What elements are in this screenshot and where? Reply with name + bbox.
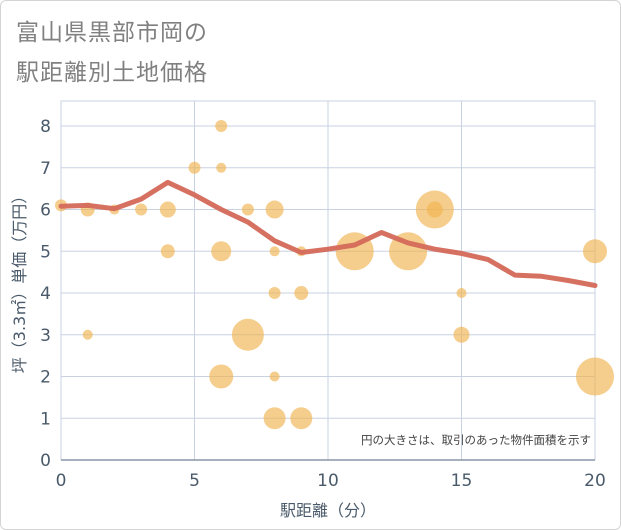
data-bubble — [159, 201, 176, 218]
data-bubble — [135, 203, 148, 216]
data-bubble — [211, 241, 232, 262]
x-tick-label: 5 — [189, 471, 200, 491]
y-tick-label: 3 — [40, 326, 51, 346]
average-price-line — [58, 179, 598, 288]
x-tick-label: 15 — [451, 471, 473, 491]
bubble-size-note: 円の大きさは、取引のあった物件面積を示す — [361, 433, 591, 447]
data-bubble — [456, 288, 467, 299]
y-tick-label: 8 — [40, 117, 51, 137]
data-bubble — [453, 326, 470, 343]
y-tick-label: 0 — [40, 451, 51, 471]
x-tick-label: 0 — [56, 471, 67, 491]
y-tick-label: 7 — [40, 159, 51, 179]
data-bubble — [216, 162, 227, 173]
data-bubble — [160, 244, 175, 259]
y-axis-label: 坪（3.3㎡）単価（万円） — [10, 188, 29, 373]
data-bubble — [269, 371, 280, 382]
data-bubble — [268, 287, 281, 300]
data-bubble — [290, 407, 313, 430]
data-bubble — [188, 161, 201, 174]
data-bubble — [209, 364, 234, 389]
y-tick-label: 5 — [40, 242, 51, 262]
data-bubble — [241, 203, 254, 216]
data-bubble — [576, 357, 614, 396]
data-bubble — [426, 201, 443, 218]
x-tick-label: 20 — [584, 471, 606, 491]
data-bubble — [215, 120, 228, 133]
data-bubble — [263, 407, 286, 430]
x-tick-label: 10 — [317, 471, 339, 491]
x-axis-label: 駅距離（分） — [280, 501, 376, 520]
data-bubble — [82, 329, 93, 340]
data-bubble — [231, 318, 264, 351]
data-bubble — [265, 200, 284, 219]
chart-title-line-1: 富山県黒部市岡の — [16, 20, 208, 46]
y-tick-label: 4 — [40, 284, 51, 304]
data-bubble — [583, 239, 607, 264]
chart-title-line-2: 駅距離別土地価格 — [16, 60, 208, 86]
y-tick-label: 6 — [40, 201, 51, 221]
data-bubble — [294, 286, 309, 301]
data-bubble — [269, 246, 280, 257]
y-tick-label: 1 — [40, 409, 51, 429]
y-tick-label: 2 — [40, 368, 51, 388]
